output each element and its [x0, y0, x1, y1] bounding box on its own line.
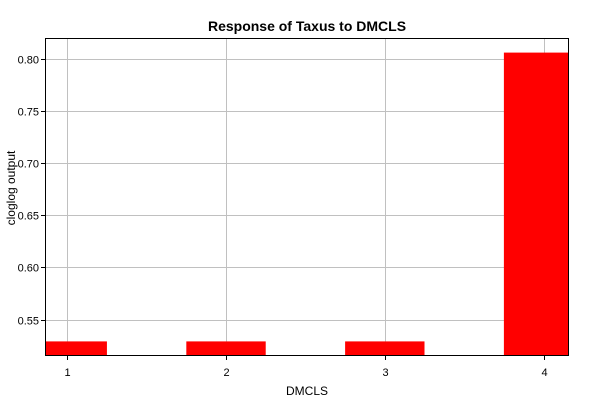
- x-axis-label: DMCLS: [286, 384, 328, 398]
- chart-title: Response of Taxus to DMCLS: [208, 18, 406, 34]
- x-tick-label: 4: [541, 367, 547, 379]
- y-tick-label: 0.80: [18, 55, 39, 67]
- plot-background: [45, 38, 569, 356]
- bar-3: [345, 341, 425, 356]
- x-axis: 1 2 3 4: [64, 356, 548, 379]
- y-tick-label: 0.70: [18, 159, 39, 171]
- y-axis: 0.55 0.60 0.65 0.70 0.75 0.80: [18, 55, 45, 328]
- plot-frame: [45, 38, 569, 356]
- x-tick-label: 3: [382, 367, 388, 379]
- bar-2: [186, 341, 266, 356]
- y-tick-label: 0.65: [18, 211, 39, 223]
- plot-area: [45, 38, 569, 357]
- bars: [45, 52, 569, 357]
- y-tick-label: 0.60: [18, 263, 39, 275]
- x-tick-label: 1: [64, 367, 70, 379]
- y-tick-label: 0.55: [18, 316, 39, 328]
- y-tick-label: 0.75: [18, 107, 39, 119]
- bar-1: [45, 341, 107, 356]
- bar-4: [503, 52, 569, 357]
- y-axis-label: cloglog output: [4, 150, 18, 225]
- x-tick-label: 2: [223, 367, 229, 379]
